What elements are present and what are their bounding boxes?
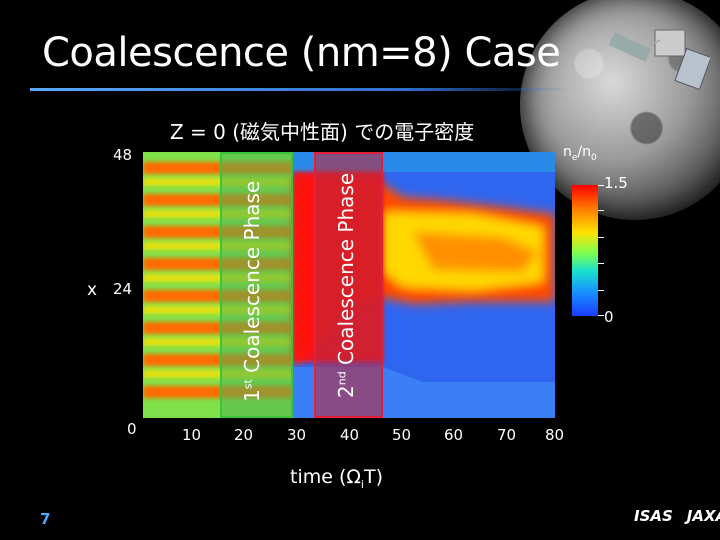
x-tick-40: 40 (340, 426, 360, 444)
second-phase-label: 2nd Coalescence Phase (334, 172, 358, 398)
colorbar-tick (598, 210, 604, 211)
page-number: 7 (40, 510, 51, 528)
x-tick-70: 70 (497, 426, 517, 444)
y-tick-0: 0 (127, 420, 137, 438)
x-tick-60: 60 (444, 426, 464, 444)
colorbar-tick (598, 237, 604, 238)
title-underline (30, 88, 570, 91)
plot-subtitle: Z = 0 (磁気中性面) での電子密度 (170, 120, 475, 144)
y-tick-48: 48 (113, 146, 133, 164)
first-phase-label: 1st Coalescence Phase (240, 180, 264, 402)
colorbar-max: 1.5 (604, 174, 628, 192)
second-coalescence-phase-box (314, 152, 383, 418)
slide-title: Coalescence (nm=8) Case (42, 30, 561, 76)
x-tick-20: 20 (234, 426, 254, 444)
x-tick-50: 50 (392, 426, 412, 444)
y-axis-label: x (87, 280, 98, 300)
colorbar-label: ne/n0 (563, 144, 597, 163)
colorbar-tick (598, 290, 604, 291)
footer-logos: ISAS JAXA (620, 507, 720, 525)
colorbar-tick (598, 315, 604, 316)
y-tick-24: 24 (113, 280, 133, 298)
isas-logo: ISAS (634, 507, 673, 525)
satellite-icon (608, 29, 710, 90)
colorbar (572, 185, 598, 316)
x-tick-10: 10 (182, 426, 202, 444)
colorbar-tick (598, 263, 604, 264)
colorbar-min: 0 (604, 308, 614, 326)
first-coalescence-phase-box (220, 152, 293, 418)
x-tick-80: 80 (545, 426, 565, 444)
x-axis-label: time (ΩiT) (290, 466, 383, 491)
jaxa-logo: JAXA (686, 507, 720, 525)
colorbar-tick (598, 185, 604, 186)
x-tick-30: 30 (287, 426, 307, 444)
